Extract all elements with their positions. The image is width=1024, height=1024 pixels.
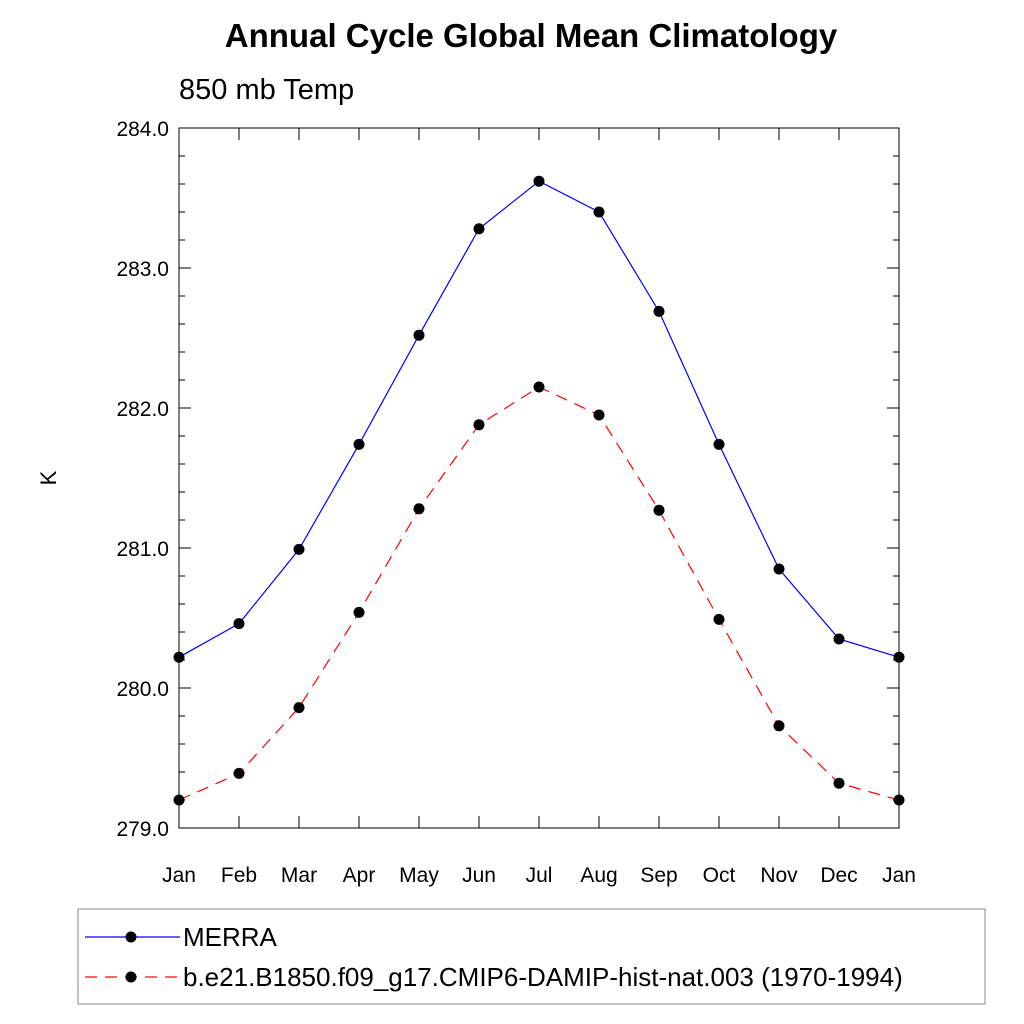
y-tick-label: 284.0: [116, 118, 169, 141]
data-point: [473, 419, 485, 431]
data-point: [893, 651, 905, 663]
data-point: [173, 794, 185, 806]
chart-title: Annual Cycle Global Mean Climatology: [225, 17, 838, 54]
y-tick-label: 282.0: [116, 398, 169, 421]
legend-label: MERRA: [183, 922, 278, 952]
legend-box: [77, 908, 986, 1005]
data-point: [353, 438, 365, 450]
data-point: [833, 777, 845, 789]
x-tick-label: Mar: [281, 864, 317, 887]
y-tick-label: 283.0: [116, 258, 169, 281]
data-point: [833, 633, 845, 645]
data-point: [773, 563, 785, 575]
data-point: [713, 613, 725, 625]
data-point: [593, 206, 605, 218]
data-point: [893, 794, 905, 806]
data-point: [293, 702, 305, 714]
data-point: [413, 503, 425, 515]
data-point: [593, 409, 605, 421]
x-axis-ticks: Jan Feb Mar Apr May Jun Jul Aug Sep Oct Nov Dec Jan: [162, 128, 916, 887]
data-point: [773, 720, 785, 732]
data-point: [533, 175, 545, 187]
data-point: [653, 504, 665, 516]
x-tick-label: Apr: [343, 864, 376, 887]
x-tick-label: Sep: [640, 864, 677, 887]
legend-marker: [125, 971, 137, 983]
data-point: [413, 329, 425, 341]
data-point: [173, 651, 185, 663]
y-tick-label: 279.0: [116, 818, 169, 841]
data-point: [233, 767, 245, 779]
y-axis-ticks: 279.0 280.0 281.0 282.0 283.0 284.0: [116, 118, 899, 841]
data-point: [713, 438, 725, 450]
x-tick-label: Jan: [162, 864, 196, 887]
series-line: [178, 180, 900, 658]
data-point: [353, 606, 365, 618]
x-tick-label: Oct: [703, 864, 736, 887]
legend-label: b.e21.B1850.f09_g17.CMIP6-DAMIP-hist-nat…: [183, 962, 903, 992]
data-point: [653, 305, 665, 317]
y-tick-label: 280.0: [116, 678, 169, 701]
data-point: [473, 223, 485, 235]
chart-subtitle: 850 mb Temp: [179, 74, 354, 106]
data-point: [533, 381, 545, 393]
plot-frame: [178, 127, 900, 829]
x-tick-label: Feb: [221, 864, 257, 887]
legend: MERRA b.e21.B1850.f09_g17.CMIP6-DAMIP-his…: [77, 908, 986, 1005]
x-tick-label: Jan: [882, 864, 916, 887]
x-tick-label: Jun: [462, 864, 496, 887]
series-layer: [173, 175, 905, 806]
legend-marker: [125, 931, 137, 943]
data-point: [293, 543, 305, 555]
y-tick-label: 281.0: [116, 538, 169, 561]
x-tick-label: Dec: [820, 864, 857, 887]
x-tick-label: Nov: [760, 864, 798, 887]
x-tick-label: Aug: [580, 864, 617, 887]
y-axis-label: K: [36, 470, 61, 485]
x-tick-label: Jul: [526, 864, 553, 887]
series-line: [178, 386, 900, 801]
data-point: [233, 618, 245, 630]
x-tick-label: May: [399, 864, 439, 887]
